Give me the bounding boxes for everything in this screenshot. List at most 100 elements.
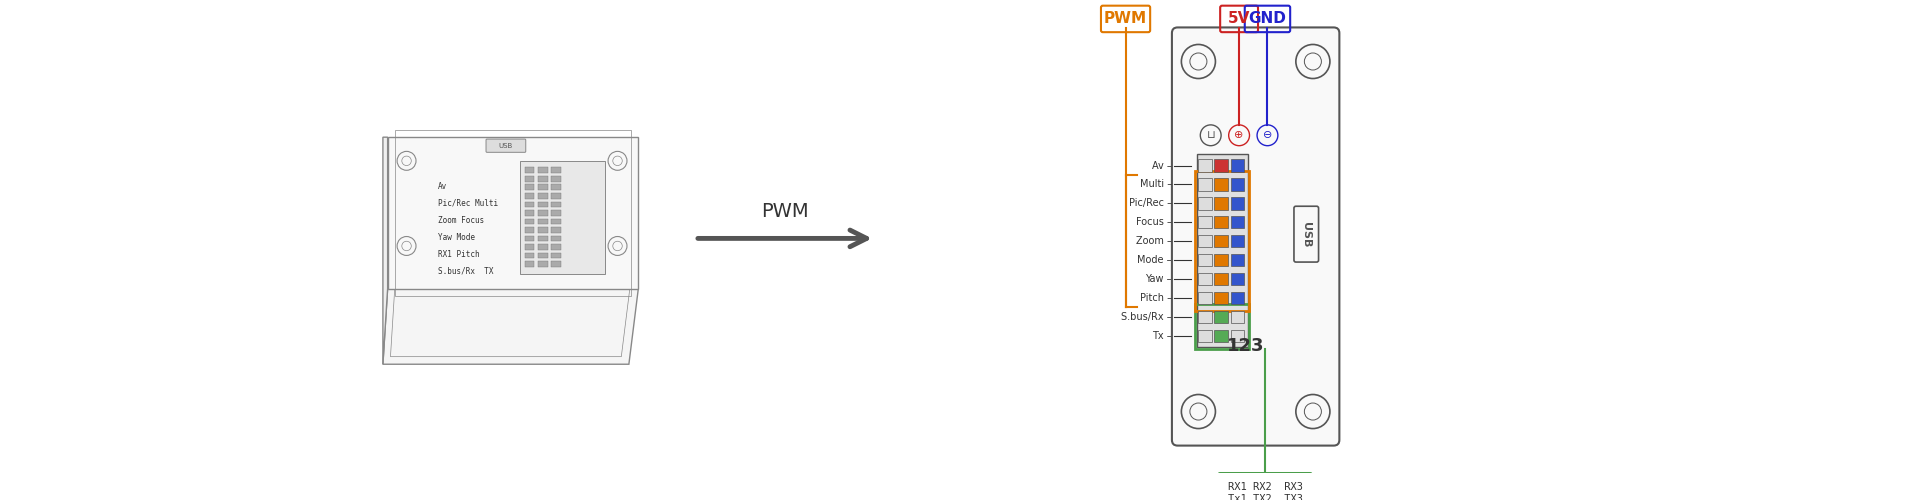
Bar <box>524 193 534 198</box>
Bar <box>551 168 561 173</box>
Bar <box>1198 178 1212 190</box>
Bar <box>524 184 534 190</box>
Text: Av: Av <box>438 182 447 190</box>
Bar <box>1231 254 1244 266</box>
Bar <box>1215 216 1227 228</box>
Bar <box>538 244 547 250</box>
Bar <box>538 210 547 216</box>
Bar <box>1231 235 1244 248</box>
Bar <box>1198 235 1212 248</box>
Bar <box>524 236 534 241</box>
Bar <box>551 218 561 224</box>
Bar <box>538 236 547 241</box>
Bar <box>1198 216 1212 228</box>
Bar <box>1198 160 1212 172</box>
Bar <box>1215 160 1227 172</box>
Polygon shape <box>382 288 637 364</box>
Bar <box>538 261 547 267</box>
Polygon shape <box>382 137 388 364</box>
Bar <box>1198 292 1212 304</box>
Text: S.bus/Rx –: S.bus/Rx – <box>1121 312 1171 322</box>
Text: Multi –: Multi – <box>1140 180 1171 190</box>
Bar <box>551 202 561 207</box>
Text: Av –: Av – <box>1152 160 1171 170</box>
Text: Pic/Rec Multi: Pic/Rec Multi <box>438 198 497 207</box>
Text: S.bus/Rx  TX: S.bus/Rx TX <box>438 267 493 276</box>
Bar <box>520 161 605 274</box>
Bar <box>1215 198 1227 209</box>
Text: PWM: PWM <box>1104 12 1146 26</box>
Polygon shape <box>388 137 637 288</box>
Text: 123: 123 <box>1227 337 1263 355</box>
Bar <box>538 202 547 207</box>
Text: Pic/Rec –: Pic/Rec – <box>1129 198 1171 208</box>
Bar <box>551 176 561 182</box>
Bar <box>538 252 547 258</box>
Bar <box>1215 330 1227 342</box>
Bar <box>538 168 547 173</box>
Text: ⊖: ⊖ <box>1263 130 1273 140</box>
Bar <box>551 227 561 232</box>
Bar <box>1231 311 1244 323</box>
Bar <box>538 176 547 182</box>
Text: Zoom Focus: Zoom Focus <box>438 216 484 224</box>
Bar <box>524 176 534 182</box>
Text: Mode –: Mode – <box>1137 255 1171 265</box>
Bar <box>1231 273 1244 285</box>
Bar <box>551 252 561 258</box>
Bar <box>1215 235 1227 248</box>
Bar <box>1215 254 1227 266</box>
Text: Yaw –: Yaw – <box>1146 274 1171 284</box>
Bar <box>551 236 561 241</box>
Bar <box>1231 160 1244 172</box>
Text: Yaw Mode: Yaw Mode <box>438 232 474 241</box>
Bar <box>1231 292 1244 304</box>
Bar <box>1231 198 1244 209</box>
Bar <box>1196 154 1248 347</box>
Bar <box>551 244 561 250</box>
Text: RX1 RX2  RX3
Tx1 TX2  TX3: RX1 RX2 RX3 Tx1 TX2 TX3 <box>1227 482 1302 500</box>
Bar <box>524 210 534 216</box>
Bar <box>551 184 561 190</box>
Bar <box>538 218 547 224</box>
Bar <box>1198 311 1212 323</box>
Bar <box>524 227 534 232</box>
Bar <box>551 193 561 198</box>
Bar <box>524 252 534 258</box>
Text: Tx –: Tx – <box>1152 331 1171 341</box>
Bar <box>1198 273 1212 285</box>
Text: USB: USB <box>499 142 513 148</box>
Bar <box>538 227 547 232</box>
Text: 5V: 5V <box>1229 12 1250 26</box>
Bar <box>538 184 547 190</box>
Text: USB: USB <box>1302 222 1311 248</box>
Bar <box>1231 178 1244 190</box>
FancyBboxPatch shape <box>486 139 526 152</box>
Bar <box>1231 330 1244 342</box>
Bar <box>1198 330 1212 342</box>
Text: RX1 Pitch: RX1 Pitch <box>438 250 480 259</box>
Bar <box>1198 254 1212 266</box>
Text: Pitch –: Pitch – <box>1140 293 1171 303</box>
FancyBboxPatch shape <box>1171 28 1340 446</box>
Bar <box>1215 292 1227 304</box>
Bar <box>1215 273 1227 285</box>
Bar <box>524 168 534 173</box>
Text: Zoom –: Zoom – <box>1137 236 1171 246</box>
Bar <box>524 244 534 250</box>
Bar <box>1194 304 1250 349</box>
Bar <box>1231 216 1244 228</box>
Bar <box>524 261 534 267</box>
Text: ⊕: ⊕ <box>1235 130 1244 140</box>
Text: GND: GND <box>1248 12 1286 26</box>
Bar <box>524 218 534 224</box>
Bar <box>551 210 561 216</box>
Bar <box>538 193 547 198</box>
Bar <box>524 202 534 207</box>
Text: ⊔: ⊔ <box>1206 130 1215 140</box>
Bar <box>1215 178 1227 190</box>
Bar <box>551 261 561 267</box>
Text: PWM: PWM <box>760 202 808 222</box>
Bar <box>1198 198 1212 209</box>
Bar <box>1215 311 1227 323</box>
